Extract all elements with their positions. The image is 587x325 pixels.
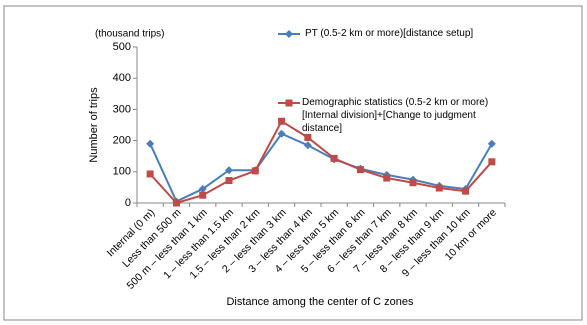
point: [277, 129, 286, 138]
point: [199, 191, 207, 199]
series-line: [149, 119, 493, 205]
legend-label: Demographic statistics (0.5-2 km or more…: [302, 97, 489, 134]
y-tick-label: 300: [113, 103, 131, 115]
y-tick-label: 400: [113, 72, 131, 84]
chart-frame: [3, 5, 583, 321]
point: [487, 139, 496, 148]
y-unit: (thousand trips): [95, 29, 164, 40]
y-tick-label: 100: [113, 166, 131, 178]
point: [146, 139, 155, 148]
y-tick-label: 200: [113, 135, 131, 147]
point: [146, 170, 154, 178]
legend-marker: [285, 99, 293, 107]
y-tick-label: 0: [125, 197, 131, 209]
series-line: [149, 132, 493, 203]
point: [409, 179, 417, 187]
legend-label: PT (0.5-2 km or more)[distance setup]: [305, 28, 474, 39]
point: [225, 177, 233, 185]
legend-marker: [285, 30, 293, 38]
point: [462, 187, 470, 195]
point: [383, 174, 391, 182]
point: [435, 184, 443, 192]
y-axis-title: Number of trips: [88, 87, 100, 163]
point: [225, 166, 233, 175]
point: [330, 154, 338, 162]
point: [303, 141, 312, 150]
point: [251, 167, 259, 175]
x-axis-title: Distance among the center of C zones: [226, 296, 414, 308]
point: [198, 184, 207, 193]
point: [356, 166, 364, 174]
point: [488, 158, 496, 166]
y-tick-label: 500: [113, 41, 131, 53]
point: [304, 133, 312, 141]
point: [278, 117, 286, 125]
point: [172, 199, 180, 207]
